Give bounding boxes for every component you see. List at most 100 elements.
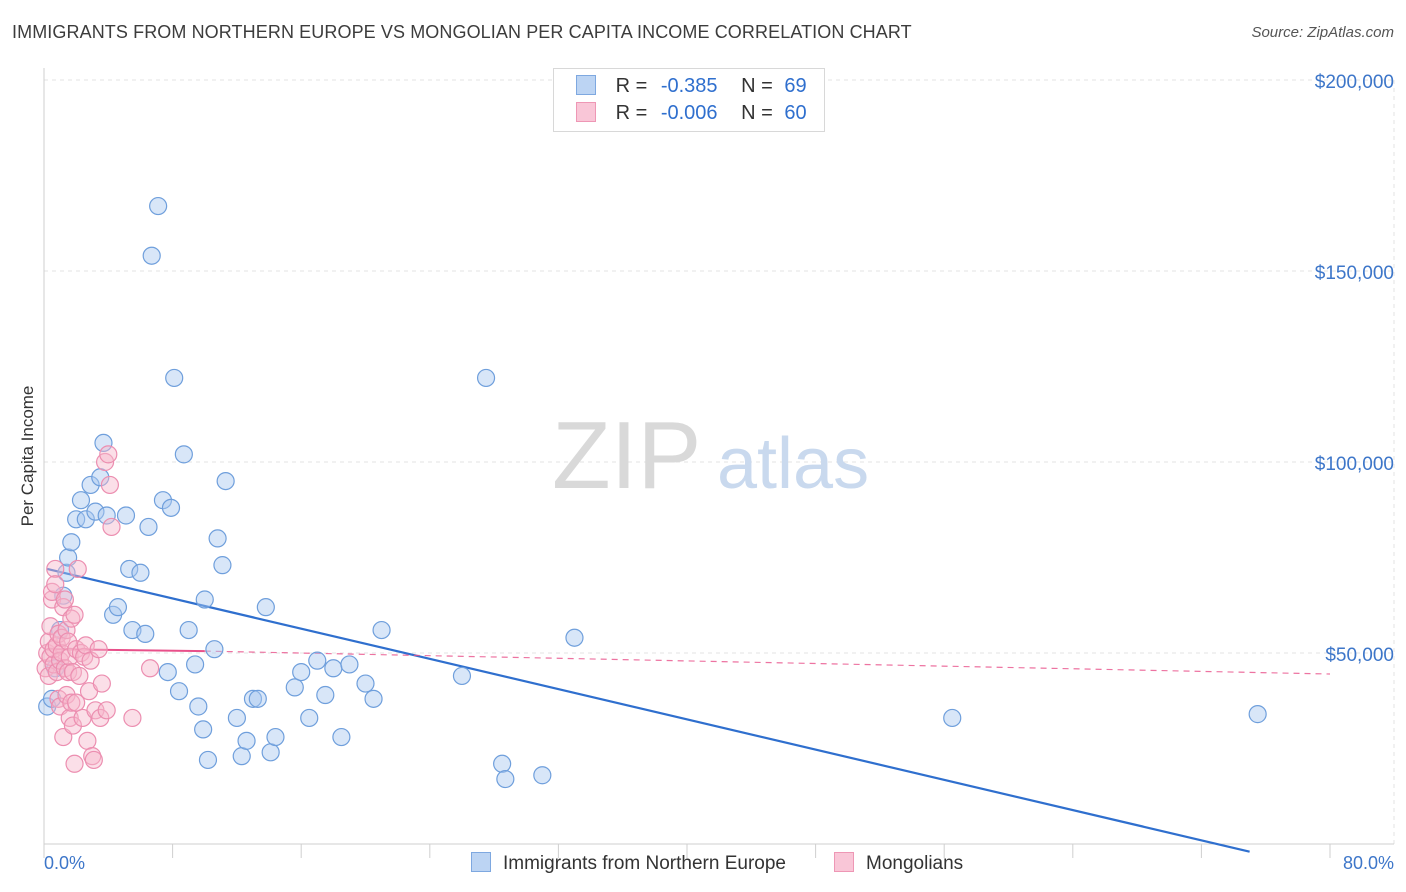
chart-title: IMMIGRANTS FROM NORTHERN EUROPE VS MONGO… [12, 22, 912, 42]
pink-point [57, 620, 76, 640]
pink-point [89, 640, 108, 659]
y-tick-label: $200,000 [1315, 72, 1394, 93]
blue-point [496, 769, 515, 789]
watermark-zip: ZIP [552, 402, 701, 509]
blue-point [292, 662, 311, 682]
blue-point [131, 563, 150, 582]
legend-r-value: -0.385 [660, 75, 718, 97]
pink-point [62, 693, 81, 712]
legend-r-value: -0.006 [660, 102, 718, 124]
blue-point [149, 196, 168, 216]
legend-swatch-pink [576, 102, 596, 122]
blue-point [169, 682, 189, 701]
blue-point [116, 506, 136, 525]
pink-point [59, 662, 78, 682]
blue-point [372, 620, 391, 640]
blue-point [213, 556, 232, 575]
blue-point [493, 754, 512, 773]
bottom-legend-swatch-pink [834, 852, 854, 872]
blue-point [356, 674, 375, 693]
legend-n-label: N = [741, 75, 773, 97]
blue-point [195, 590, 214, 609]
blue-point [476, 368, 496, 388]
pink-series-points [36, 445, 160, 773]
blue-point [62, 533, 81, 552]
blue-series-points [38, 196, 1267, 789]
blue-point [943, 708, 962, 728]
pink-trend-line-dashed [204, 650, 1331, 675]
legend-n-value: 69 [784, 75, 807, 97]
legend-row-pink: R = -0.006 N = 60 [576, 102, 807, 125]
pink-point [70, 666, 89, 686]
blue-point [139, 517, 158, 537]
blue-point [186, 655, 205, 674]
blue-point [324, 659, 343, 678]
y-tick-label: $50,000 [1325, 645, 1394, 666]
pink-point [92, 674, 111, 693]
blue-point [1248, 705, 1267, 724]
blue-point [261, 743, 280, 762]
pink-point [65, 605, 84, 624]
tick-labels: $50,000 $100,000 $150,000 $200,000 0.0% 80.0% [44, 72, 1394, 873]
blue-point [57, 563, 76, 582]
pink-point [68, 559, 87, 579]
legend-n-label: N = [741, 102, 773, 124]
pink-point [100, 475, 120, 495]
blue-point [142, 246, 161, 265]
blue-point [256, 598, 275, 617]
blue-point [227, 708, 246, 728]
blue-trend-line [46, 567, 1250, 853]
blue-point [216, 472, 235, 491]
blue-point [266, 727, 285, 747]
blue-point [67, 510, 86, 529]
bottom-legend-pink: Mongolians [834, 852, 963, 875]
blue-point [340, 655, 359, 674]
bottom-legend-label-pink: Mongolians [866, 853, 964, 874]
blue-point [300, 708, 319, 728]
blue-point [97, 506, 116, 525]
blue-point [108, 598, 128, 617]
source-label: Source: ZipAtlas.com [1251, 24, 1394, 41]
bottom-legend-label-blue: Immigrants from Northern Europe [503, 853, 786, 874]
bottom-legend-blue: Immigrants from Northern Europe [471, 852, 786, 875]
blue-point [452, 666, 472, 686]
y-tick-label: $150,000 [1315, 263, 1394, 284]
legend-n-value: 60 [784, 102, 807, 124]
pink-point [102, 517, 121, 537]
blue-point [332, 727, 351, 747]
blue-point [565, 628, 584, 647]
y-tick-label: $100,000 [1315, 454, 1394, 475]
watermark-atlas: atlas [717, 424, 869, 504]
blue-point [194, 720, 213, 739]
blue-point [161, 498, 181, 517]
blue-point [237, 731, 256, 750]
blue-point [308, 651, 327, 670]
blue-point [316, 685, 335, 705]
blue-point [248, 689, 267, 708]
legend-r-label: R = [615, 75, 648, 97]
pink-point [63, 716, 83, 735]
blue-point [120, 559, 139, 579]
blue-point [71, 491, 91, 510]
blue-point [208, 529, 227, 548]
legend-row-blue: R = -0.385 N = 69 [576, 75, 807, 98]
pink-point [46, 575, 65, 594]
pink-point [55, 590, 74, 609]
blue-point [94, 433, 113, 452]
legend-r-label: R = [615, 102, 648, 124]
watermark: ZIP atlas [552, 402, 869, 509]
pink-point [123, 708, 142, 728]
blue-point [243, 689, 263, 708]
blue-point [174, 445, 193, 464]
pink-point [99, 445, 118, 464]
pink-point [140, 659, 160, 678]
blue-point [158, 662, 177, 682]
pink-point [84, 750, 103, 770]
pink-point [46, 559, 65, 579]
blue-point [205, 640, 224, 659]
correlation-legend: R = -0.385 N = 69 R = -0.006 N = 60 [553, 68, 825, 132]
pink-point [91, 708, 110, 728]
blue-point [165, 368, 184, 388]
pink-point [97, 701, 116, 720]
